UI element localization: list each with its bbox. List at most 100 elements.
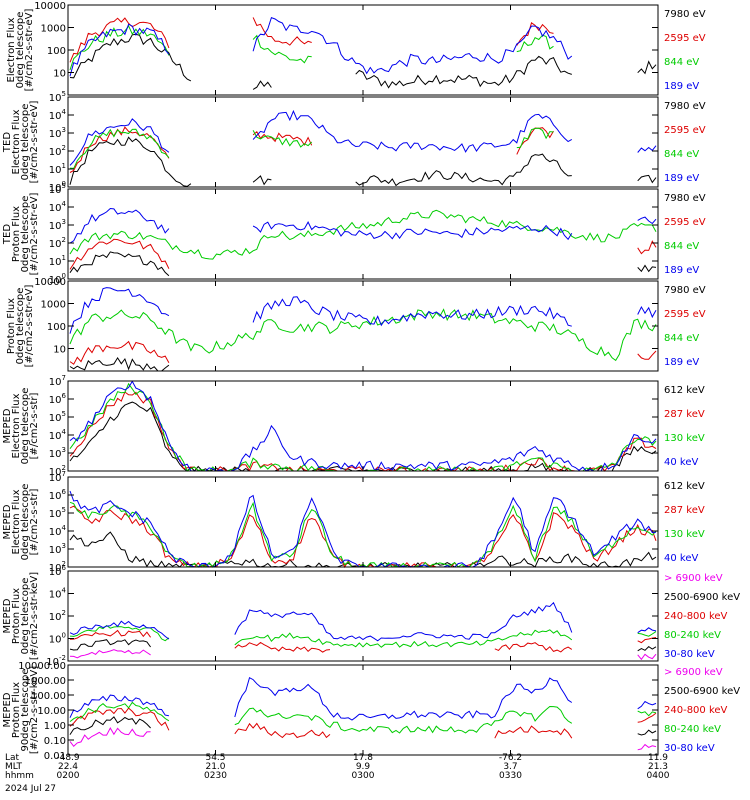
y-tick-base: 10 [49,635,62,646]
legend-label-3: 130 keV [664,433,705,444]
y-tick-base: 10 [49,275,62,286]
y-tick-base: 10 [49,467,62,478]
footer-hhmm-value: 0230 [204,771,227,781]
y-tick-base: 10 [46,657,59,668]
y-tick-base: 10 [49,473,62,484]
y-tick-base: 10 [49,239,62,250]
legend-label-4: 189 eV [664,173,699,184]
y-tick-exponent: 2 [62,609,66,617]
y-tick-label: 10000.00 [18,661,66,672]
y-tick-label: 102 [49,236,66,250]
y-axis-label: [#/cm2-s-str-eV] [29,193,40,276]
y-tick-exponent: 6 [62,564,67,572]
y-tick-base: 10 [49,185,62,196]
y-axis-label: 0deg telescope [20,196,31,273]
y-tick-label: 103 [49,446,66,460]
series-line-2-4 [69,109,657,166]
legend-label-1: > 6900 keV [664,573,723,584]
y-tick-base: 10 [49,545,62,556]
y-tick-label: 106 [49,392,67,406]
y-tick-label: 10.00 [37,706,66,717]
y-axis-label: Electron Flux [6,17,17,82]
y-tick-label: 1.00 [44,721,66,732]
series-line-3-1 [69,251,657,277]
y-tick-base: 10 [49,165,62,176]
y-tick-label: 103 [49,542,66,556]
legend-label-2: 287 keV [664,505,705,516]
series-line-8-2 [69,716,657,736]
legend-label-4: 40 keV [664,553,698,564]
y-tick-exponent: 3 [62,126,66,134]
y-axis-label: [#/cm2-s-str] [29,488,40,555]
y-tick-label: 10 [53,345,66,356]
legend-label-3: 844 eV [664,241,699,252]
y-tick-label: 107 [49,374,66,388]
y-tick-exponent: 4 [62,200,67,208]
y-tick-base: 10 [49,377,62,388]
y-tick-exponent: 3 [62,542,66,550]
series-line-1-3 [70,26,656,70]
y-axis-label: Electron Flux [11,393,22,458]
y-tick-base: 10 [49,93,62,104]
legend-label-4: 40 keV [664,457,698,468]
y-tick-exponent: 7 [62,374,66,382]
y-tick-exponent: 5 [62,90,66,98]
series-line-8-4 [69,701,657,734]
legend-label-3: 130 keV [664,529,705,540]
y-tick-base: 10 [49,111,62,122]
y-tick-label: 106 [49,564,67,578]
y-axis-label: Electron Flux [11,109,22,174]
y-tick-exponent: -2 [59,654,66,662]
legend-label-1: 7980 eV [664,101,706,112]
y-axis-label: TED [2,132,13,153]
panel-8: 10000.00 1000.00 100.00 10.00 1.00 0.10 0.01 ME… [2,661,740,762]
legend-label-3: 844 eV [664,149,699,160]
y-axis-label: 0deg telescope [20,388,31,465]
footer-lat-value: -76.2 [499,753,522,763]
y-tick-exponent: 6 [62,488,67,496]
legend-label-1: 612 keV [664,481,705,492]
footer-hhmm-value: 0400 [647,771,670,781]
legend-label-3: 240-800 keV [664,611,728,622]
y-tick-base: 10 [49,449,62,460]
y-tick-exponent: 0 [62,632,66,640]
chart-footer: Lat -48.9 54.5 17.8 -76.2 11.9 MLT 22.4 21.0 9.9 3… [5,753,670,794]
footer-lat-value: -48.9 [56,753,80,763]
y-tick-exponent: 1 [62,162,66,170]
y-tick-label: 100.00 [31,691,66,702]
y-tick-base: 10 [49,147,62,158]
series-line-1-4 [70,18,656,77]
series-line-7-5 [69,601,657,642]
series-line-2-1 [69,136,657,187]
y-tick-label: 101 [49,162,66,176]
legend-label-2: 2595 eV [664,33,706,44]
y-axis-label: [#/cm2-s-str-eV] [29,101,40,184]
legend-label-1: 7980 eV [664,193,706,204]
y-tick-label: 100 [49,632,66,646]
panel-frame [67,664,659,756]
legend-label-2: 2500-6900 keV [664,686,740,697]
y-tick-base: 10 [49,567,62,578]
footer-row-label: MLT [5,762,23,772]
legend-label-4: 189 eV [664,357,699,368]
legend-label-2: 287 keV [664,409,705,420]
footer-date: 2024 Jul 27 [5,784,56,794]
y-tick-label: 105 [49,182,66,196]
y-tick-label: 10 [53,69,66,80]
y-axis-label: [#/cm2-s-str-eV] [24,285,35,368]
y-tick-base: 10 [49,509,62,520]
series-line-1-1 [69,33,657,90]
y-tick-label: 103 [49,218,66,232]
y-tick-exponent: 2 [62,464,66,472]
series-line-8-3 [69,707,657,739]
footer-lat-value: 17.8 [353,753,373,763]
legend-label-1: > 6900 keV [664,667,723,678]
y-tick-label: 105 [49,410,66,424]
y-tick-exponent: 4 [62,428,67,436]
y-tick-label: 107 [49,470,66,484]
y-tick-exponent: 3 [62,218,66,226]
y-tick-exponent: 4 [62,587,67,595]
legend-label-5: 30-80 keV [664,649,715,660]
